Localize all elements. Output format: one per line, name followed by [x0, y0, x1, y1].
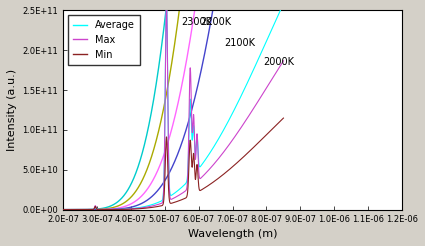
Y-axis label: Intensity (a.u.): Intensity (a.u.) [7, 69, 17, 151]
Text: 2300K: 2300K [182, 17, 213, 27]
Text: 2000K: 2000K [263, 57, 294, 67]
Text: 2100K: 2100K [224, 38, 255, 48]
Legend: Average, Max, Min: Average, Max, Min [68, 15, 140, 65]
X-axis label: Wavelength (m): Wavelength (m) [188, 229, 278, 239]
Text: 2200K: 2200K [200, 17, 232, 27]
